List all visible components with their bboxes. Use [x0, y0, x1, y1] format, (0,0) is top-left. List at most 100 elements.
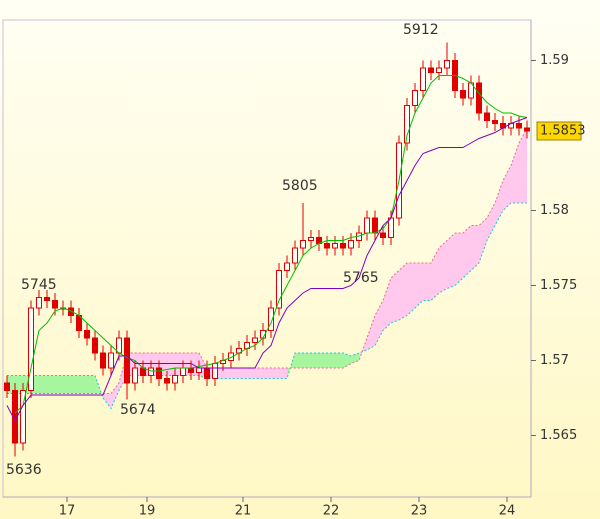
y-tick-label: 1.57	[540, 353, 569, 368]
candle-body	[148, 367, 154, 376]
annotation: 5745	[21, 277, 57, 293]
cloud-segment	[279, 368, 287, 379]
annotation: 5674	[120, 402, 156, 418]
cloud-segment	[383, 278, 391, 331]
cloud-segment	[15, 375, 23, 394]
indicator-line	[6, 117, 528, 422]
candle-body	[492, 120, 498, 124]
cloud-segment	[455, 233, 463, 286]
cloud-segment	[423, 263, 431, 301]
candle-body	[156, 367, 162, 379]
cloud-segment	[327, 353, 335, 368]
cloud-segment	[399, 263, 407, 320]
x-tick-label: 21	[235, 504, 252, 519]
cloud-segment	[511, 143, 519, 203]
cloud-segment	[319, 353, 327, 368]
candle-body	[180, 367, 186, 376]
cloud-segment	[503, 165, 511, 211]
cloud-segment	[79, 375, 87, 394]
candle-body	[332, 243, 338, 249]
cloud-segment	[495, 180, 503, 226]
cloud-segment	[71, 375, 79, 394]
indicator-line	[14, 75, 528, 414]
candle-body	[204, 367, 210, 379]
x-tick-label: 17	[59, 504, 76, 519]
x-tick-label: 22	[323, 504, 340, 519]
cloud-segment	[263, 368, 271, 379]
last-price-box	[536, 121, 582, 141]
candle-body	[36, 297, 42, 309]
candle-body	[324, 243, 330, 249]
candle-body	[28, 307, 34, 391]
candle-body	[92, 337, 98, 354]
cloud-segment	[519, 128, 527, 203]
candle-body	[68, 307, 74, 316]
candle-body	[348, 240, 354, 249]
cloud-segment	[431, 248, 439, 301]
cloud-segment	[407, 263, 415, 316]
cloud-segment	[303, 353, 311, 368]
candle-body	[196, 367, 202, 373]
candle-body	[284, 262, 290, 271]
candle-body	[20, 390, 26, 444]
y-tick-label: 1.59	[540, 53, 569, 68]
cloud-segment	[247, 368, 255, 379]
candle-body	[124, 337, 130, 384]
cloud-segment	[487, 203, 495, 241]
cloud-segment	[87, 375, 95, 394]
candle-body	[340, 243, 346, 249]
cloud-segment	[103, 393, 111, 409]
candle-body	[164, 378, 170, 384]
cloud-segment	[311, 353, 319, 368]
candle-body	[412, 90, 418, 106]
candle-body	[4, 382, 10, 391]
candle-body	[460, 90, 466, 99]
candle-body	[292, 247, 298, 264]
cloud-segment	[439, 240, 447, 293]
candle-body	[300, 240, 306, 249]
y-tick-label: 1.58	[540, 203, 569, 218]
last-price-label: 1.5853	[540, 124, 586, 139]
cloud-segment	[335, 353, 343, 368]
cloud-segment	[391, 270, 399, 323]
candle-body	[372, 217, 378, 234]
cloud-segment	[255, 368, 263, 379]
cloud-segment	[223, 368, 231, 379]
cloud-segment	[111, 383, 119, 409]
candle-body	[516, 123, 522, 129]
candle-body	[100, 352, 106, 369]
candle-body	[172, 375, 178, 384]
candle-body	[188, 367, 194, 373]
candle-body	[476, 82, 482, 114]
cloud-segment	[463, 225, 471, 278]
y-tick-label: 1.575	[540, 278, 577, 293]
cloud-segment	[471, 225, 479, 271]
candle-body	[52, 300, 58, 309]
cloud-segment	[39, 375, 47, 394]
annotation: 5912	[403, 22, 439, 38]
cloud-segment	[55, 375, 63, 394]
annotation: 5765	[343, 270, 379, 286]
candle-body	[364, 217, 370, 234]
candle-body	[212, 363, 218, 379]
annotation: 5805	[282, 178, 318, 194]
plot-area	[4, 42, 530, 457]
candle-body	[228, 352, 234, 361]
annotation: 5636	[6, 462, 42, 478]
candle-body	[428, 67, 434, 73]
candle-body	[524, 127, 530, 132]
candle-body	[276, 270, 282, 309]
x-tick-label: 19	[139, 504, 156, 519]
candle-body	[420, 67, 426, 91]
cloud-segment	[271, 368, 279, 379]
candle-body	[108, 352, 114, 369]
candle-body	[484, 112, 490, 121]
candle-body	[132, 367, 138, 384]
cloud-edge	[7, 127, 528, 394]
cloud-segment	[231, 368, 239, 379]
candle-body	[84, 330, 90, 339]
y-tick-label: 1.565	[540, 428, 577, 443]
candle-body	[380, 232, 386, 238]
